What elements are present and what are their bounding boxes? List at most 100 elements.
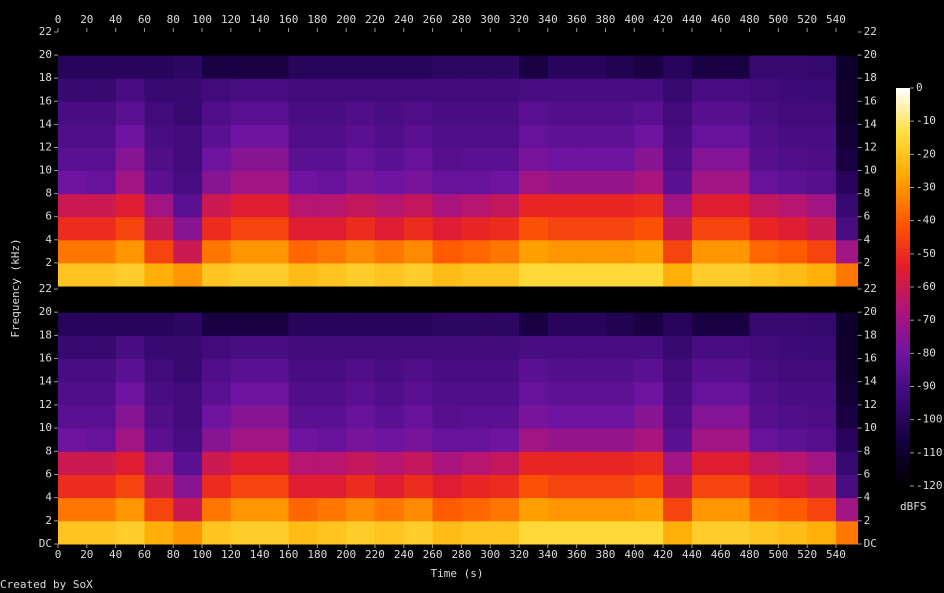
spectrogram-cell <box>230 381 261 406</box>
y-tick-label: 2 <box>864 256 871 269</box>
spectrogram-cell <box>288 55 318 79</box>
spectrogram-cell <box>691 239 722 264</box>
spectrogram-cell <box>605 474 635 499</box>
spectrogram-cell <box>173 335 203 360</box>
spectrogram-cell <box>663 497 693 522</box>
spectrogram-cell <box>86 312 117 336</box>
spectrogram-cell <box>346 497 376 522</box>
spectrogram-cell <box>634 78 664 102</box>
credit: Created by SoX <box>0 578 93 591</box>
spectrogram-cell <box>403 170 434 195</box>
spectrogram-cell <box>835 147 859 172</box>
spectrogram-cell <box>835 289 859 313</box>
spectrogram-cell <box>720 404 751 429</box>
spectrogram-cell <box>317 381 347 406</box>
spectrogram-cell <box>663 520 693 545</box>
spectrogram-cell <box>58 101 88 125</box>
spectrogram-cell <box>115 335 145 360</box>
y-tick-label: 18 <box>39 328 52 341</box>
spectrogram-cell <box>317 520 347 545</box>
x-tick-label: 40 <box>109 13 122 26</box>
spectrogram-cell <box>374 55 405 79</box>
y-tick-label: 22 <box>864 282 877 295</box>
spectrogram-cell <box>230 262 261 287</box>
spectrogram-cell <box>461 428 491 452</box>
spectrogram-cell <box>259 312 290 336</box>
spectrogram-cell <box>634 289 664 313</box>
spectrogram-cell <box>86 55 117 79</box>
spectrogram-cell <box>86 239 117 264</box>
spectrogram-cell <box>807 262 837 287</box>
spectrogram-cell <box>346 404 376 429</box>
spectrogram-cell <box>432 55 462 79</box>
spectrogram-cell <box>807 451 837 475</box>
spectrogram-cell <box>202 358 232 383</box>
spectrogram-cell <box>576 451 606 475</box>
spectrogram-cell <box>576 358 606 383</box>
y-tick-label: DC <box>864 537 877 550</box>
spectrogram-cell <box>461 124 491 148</box>
spectrogram-cell <box>346 312 376 336</box>
spectrogram-cell <box>605 32 635 56</box>
spectrogram-cell <box>374 32 405 56</box>
colorbar-tick-label: -100 <box>916 413 943 426</box>
y-tick-label: 20 <box>864 305 877 318</box>
spectrogram-cell <box>259 404 290 429</box>
spectrogram-cell <box>835 381 859 406</box>
spectrogram-cell <box>749 497 779 522</box>
spectrogram-cell <box>432 262 462 287</box>
spectrogram-cell <box>634 101 664 125</box>
spectrogram-cell <box>663 55 693 79</box>
x-tick-label: 40 <box>109 548 122 561</box>
spectrogram-cell <box>490 55 520 79</box>
spectrogram-cell <box>288 147 318 172</box>
spectrogram-cell <box>461 497 491 522</box>
spectrogram-cell <box>230 239 261 264</box>
spectrogram-cell <box>835 55 859 79</box>
spectrogram-cell <box>576 124 606 148</box>
spectrogram-cell <box>115 289 145 313</box>
spectrogram-cell <box>749 335 779 360</box>
spectrogram-cell <box>144 101 174 125</box>
spectrogram-cell <box>86 404 117 429</box>
spectrogram-cell <box>86 101 117 125</box>
spectrogram-cell <box>605 381 635 406</box>
spectrogram-cell <box>432 474 462 499</box>
spectrogram-cell <box>403 147 434 172</box>
spectrogram-cell <box>144 216 174 241</box>
x-tick-label: 60 <box>138 13 151 26</box>
x-tick-label: 20 <box>80 13 93 26</box>
spectrogram-cell <box>461 55 491 79</box>
spectrogram-cell <box>547 124 578 148</box>
spectrogram-cell <box>288 451 318 475</box>
spectrogram-cell <box>547 312 578 336</box>
spectrogram-cell <box>691 474 722 499</box>
spectrogram-cell <box>374 239 405 264</box>
spectrogram-cell <box>317 358 347 383</box>
spectrogram-cell <box>288 335 318 360</box>
spectrogram-cell <box>202 474 232 499</box>
y-tick-label: 12 <box>39 398 52 411</box>
spectrogram-cell <box>346 358 376 383</box>
colorbar-tick-label: -60 <box>916 280 936 293</box>
spectrogram-cell <box>259 216 290 241</box>
spectrogram-cell <box>778 170 808 195</box>
spectrogram-cell <box>490 358 520 383</box>
x-tick-label: 60 <box>138 548 151 561</box>
spectrogram-cell <box>835 451 859 475</box>
spectrogram-cell <box>432 381 462 406</box>
spectrogram-cell <box>58 312 88 336</box>
spectrogram-cell <box>490 404 520 429</box>
spectrogram-cell <box>519 101 549 125</box>
spectrogram-cell <box>605 358 635 383</box>
spectrogram-cell <box>144 404 174 429</box>
spectrogram-cell <box>547 170 578 195</box>
spectrogram-cell <box>490 101 520 125</box>
spectrogram-cell <box>173 381 203 406</box>
y-axis-label: Frequency (kHz) <box>9 238 22 337</box>
spectrogram-cell <box>173 239 203 264</box>
spectrogram-cell <box>605 497 635 522</box>
y-tick-label: DC <box>39 537 52 550</box>
spectrogram-cell <box>432 216 462 241</box>
spectrogram-cell <box>403 312 434 336</box>
